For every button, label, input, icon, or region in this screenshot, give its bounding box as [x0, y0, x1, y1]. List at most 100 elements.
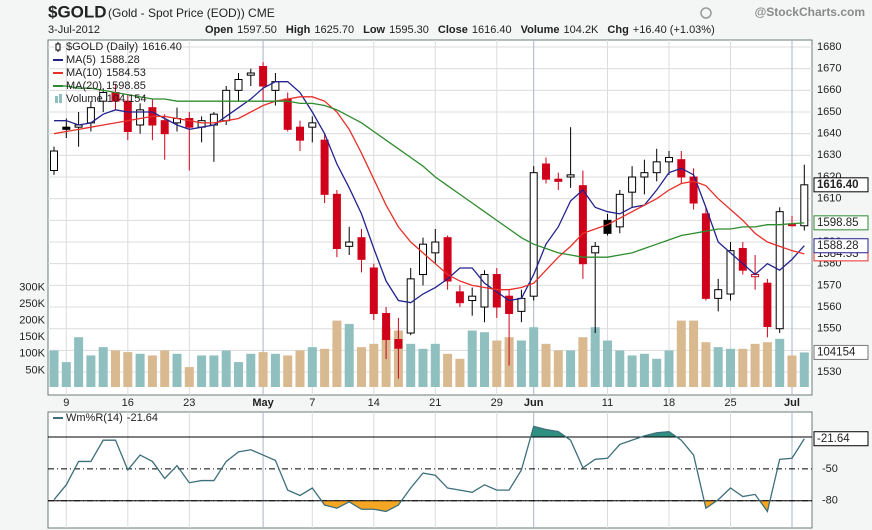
x-tick-label: 14 [368, 397, 380, 409]
x-tick-label: 7 [309, 397, 315, 409]
instrument-name: (Gold - Spot Price (EOD)) CME [108, 6, 275, 20]
volume-bar [787, 355, 797, 388]
candle-body [505, 295, 514, 315]
legend-icon [55, 43, 61, 51]
candle-body [406, 278, 415, 334]
volume-bar [246, 353, 256, 388]
candle-body [160, 120, 169, 135]
volume-bar [689, 320, 699, 388]
candle-body [234, 79, 243, 91]
legend-text: Volume [66, 93, 103, 105]
volume-bar [320, 348, 330, 388]
candle-body [468, 295, 477, 302]
volume-bar [61, 362, 71, 388]
x-tick-label: 25 [724, 397, 736, 409]
date: 3-Jul-2012 [48, 24, 100, 36]
x-tick-label: 23 [183, 397, 195, 409]
candle-body [591, 245, 600, 254]
candle-body [382, 313, 391, 341]
volume-bar [639, 353, 649, 388]
legend-entry: Wm%R(14) -21.64 [66, 412, 158, 424]
volume-bar [184, 367, 194, 388]
x-tick-label: 18 [663, 397, 675, 409]
volume-bar [726, 348, 735, 388]
candle-body [763, 282, 772, 328]
quote-label: Close [438, 24, 468, 36]
symbol: $GOLD [48, 2, 107, 21]
volume-bar [541, 343, 551, 388]
legend-text: 1588.28 [100, 54, 140, 66]
y-tick-label: 1610 [817, 193, 841, 205]
quote-value: 1595.30 [389, 24, 429, 36]
y-tick-label: 1660 [817, 84, 841, 96]
quote-label: Open [205, 24, 233, 36]
volume-bar [123, 352, 133, 388]
candle-body [615, 193, 624, 228]
volume-bar [344, 323, 354, 388]
quote-value: 1616.40 [472, 24, 512, 36]
candle-body [640, 172, 649, 178]
volume-bar [111, 350, 120, 388]
volume-bar [258, 352, 268, 388]
candle-body [50, 150, 58, 172]
volume-bar [750, 343, 760, 388]
candle-body [628, 176, 637, 193]
legend-icon [55, 96, 58, 103]
legend-entry: $GOLD (Daily) 1616.40 [66, 41, 182, 53]
value-box [813, 344, 869, 360]
candle-body [419, 243, 427, 276]
candle-body [738, 248, 747, 271]
indicator-panel [47, 411, 813, 529]
quote-value: 1597.50 [237, 24, 277, 36]
quote-value: 1625.70 [314, 24, 354, 36]
x-tick-label: Jun [524, 397, 544, 409]
y-tick-label: 1560 [817, 301, 841, 313]
volume-bar [160, 350, 170, 388]
candle-body [123, 100, 132, 133]
quote-line: Open 1597.50 High 1625.70 Low 1595.30 Close 161… [205, 24, 715, 36]
volume-bar [701, 342, 711, 388]
candle-body [714, 289, 723, 299]
y2-tick-label: 50K [25, 364, 45, 376]
x-tick-label: May [252, 397, 274, 409]
value-box [813, 238, 869, 254]
volume-bar [418, 348, 428, 388]
legend-icon [59, 94, 62, 103]
value-box-label: 104154 [817, 346, 856, 358]
candle-body [357, 237, 366, 260]
legend-entry: MA(10) 1584.53 [66, 67, 146, 79]
candle-body [492, 274, 501, 308]
y-tick-label: 1640 [817, 128, 841, 140]
volume-bar [652, 358, 662, 388]
volume-bar [283, 355, 293, 388]
volume-bar [430, 343, 440, 388]
volume-bar [578, 337, 588, 388]
ma-line [53, 96, 805, 291]
candle-body [259, 66, 268, 87]
logo-icon [700, 7, 712, 19]
candle-body [726, 250, 735, 295]
volume-bar [615, 350, 625, 388]
legend-text: Wm%R(14) [66, 412, 123, 424]
candle-body [788, 224, 796, 227]
y-tick-label: 1630 [817, 149, 841, 161]
quote-label: High [286, 24, 311, 36]
x-tick-label: 29 [491, 397, 503, 409]
y2-tick-label: 200K [19, 315, 45, 327]
volume-bar [86, 355, 96, 388]
candle-body [603, 219, 612, 234]
y-tick-label: -50 [822, 463, 838, 475]
candle-body [431, 241, 440, 254]
volume-bar [775, 338, 785, 388]
y-tick-label: 1650 [817, 106, 841, 118]
legend-text: -21.64 [127, 412, 158, 424]
value-box-label: 1598.85 [817, 217, 859, 229]
volume-bar [209, 355, 219, 388]
candle-body [99, 92, 108, 102]
legend-text: 1584.53 [106, 67, 146, 79]
volume-bar [529, 327, 539, 388]
candle-body [517, 297, 526, 312]
volume-bar [98, 347, 108, 388]
volume-bar [295, 350, 305, 388]
volume-bar [357, 347, 366, 388]
